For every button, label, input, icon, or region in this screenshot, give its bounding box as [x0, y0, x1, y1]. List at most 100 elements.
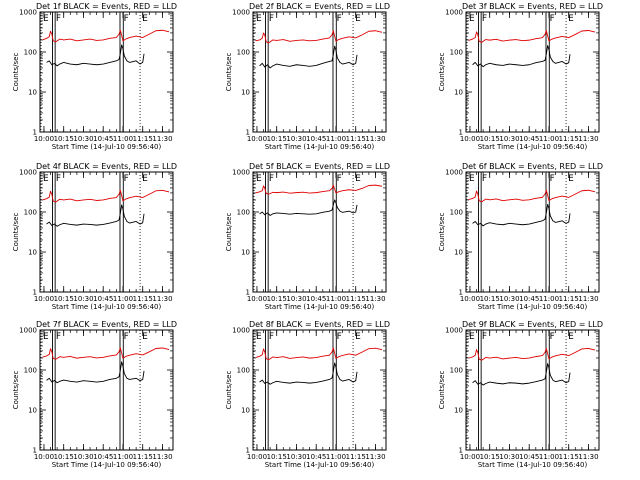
x-tick-label: 11:15: [133, 295, 153, 303]
interval-marker-box: [119, 11, 124, 133]
interval-marker-label: E: [256, 332, 262, 342]
interval-marker-label: F: [482, 332, 487, 342]
x-tick-label: 10:00: [247, 453, 267, 461]
events-series-line: [472, 203, 571, 227]
x-tick-label: 11:15: [133, 135, 153, 143]
y-axis-label: Counts/sec: [438, 53, 446, 92]
panel-det-8: Det 8f BLACK = Events, RED = LLD 1 10 100 10…: [225, 320, 390, 469]
interval-marker-box: [478, 329, 482, 451]
x-tick-label: 10:15: [480, 135, 500, 143]
interval-marker-label: F: [337, 14, 342, 24]
interval-marker-box: [332, 329, 337, 451]
x-tick-label: 10:45: [519, 135, 539, 143]
panel-det-6: Det 6f BLACK = Events, RED = LLD 1 10 100 10…: [438, 162, 603, 311]
interval-marker-label: E: [355, 174, 361, 184]
x-tick-label: 10:30: [499, 295, 519, 303]
interval-marker-box: [478, 171, 482, 293]
x-tick-label: 11:15: [559, 295, 579, 303]
x-tick-label: 11:00: [539, 295, 559, 303]
interval-marker-label: F: [124, 332, 129, 342]
y-axis-label: Counts/sec: [225, 53, 233, 92]
panel-title: Det 6f BLACK = Events, RED = LLD: [462, 162, 603, 171]
panel-det-2: Det 2f BLACK = Events, RED = LLD 1 10 100 10…: [225, 2, 390, 151]
panel-title: Det 1f BLACK = Events, RED = LLD: [36, 2, 177, 11]
y-tick-label: 1: [459, 129, 463, 137]
interval-marker-label: E: [256, 14, 262, 24]
x-tick-label: 11:15: [559, 135, 579, 143]
interval-marker-label: E: [256, 174, 262, 184]
y-axis-label: Counts/sec: [438, 213, 446, 252]
events-series-line: [259, 199, 358, 216]
interval-marker-box: [52, 11, 56, 133]
y-tick-label: 1: [459, 447, 463, 455]
interval-marker-box: [265, 171, 269, 293]
x-tick-label: 10:45: [93, 135, 113, 143]
y-axis-label: Counts/sec: [438, 371, 446, 410]
x-tick-label: 10:15: [54, 135, 74, 143]
y-tick-label: 10: [28, 89, 37, 97]
events-series-line: [472, 45, 571, 68]
interval-marker-label: E: [43, 14, 49, 24]
y-axis-label: Counts/sec: [12, 371, 20, 410]
y-tick-label: 10: [241, 249, 250, 257]
plot-frame: [465, 329, 600, 451]
x-tick-label: 11:30: [152, 135, 172, 143]
y-tick-label: 100: [450, 367, 463, 375]
x-axis-label: Start Time (14-Jul-10 09:56:40): [478, 461, 588, 469]
y-tick-label: 1000: [232, 9, 250, 17]
panel-det-5: Det 5f BLACK = Events, RED = LLD 1 10 100 10…: [225, 162, 390, 311]
x-tick-label: 11:15: [346, 295, 366, 303]
y-tick-label: 100: [24, 367, 37, 375]
x-tick-label: 10:45: [306, 295, 326, 303]
interval-marker-label: E: [469, 174, 475, 184]
interval-marker-box: [478, 11, 482, 133]
events-series-line: [259, 45, 358, 69]
x-tick-label: 11:00: [326, 135, 346, 143]
interval-marker-box: [332, 171, 337, 293]
interval-marker-label: F: [124, 174, 129, 184]
plot-frame: [252, 171, 387, 293]
interval-marker-box: [52, 329, 56, 451]
x-axis-label: Start Time (14-Jul-10 09:56:40): [52, 303, 162, 311]
interval-marker-label: E: [469, 332, 475, 342]
plot-frame: [465, 171, 600, 293]
interval-marker-box: [265, 329, 269, 451]
x-axis-label: Start Time (14-Jul-10 09:56:40): [265, 143, 375, 151]
x-axis-label: Start Time (14-Jul-10 09:56:40): [478, 143, 588, 151]
interval-marker-label: F: [337, 332, 342, 342]
y-axis-label: Counts/sec: [12, 213, 20, 252]
x-tick-label: 10:15: [54, 295, 74, 303]
interval-marker-box: [332, 11, 337, 133]
plot-frame: [252, 11, 387, 133]
x-tick-label: 11:30: [365, 135, 385, 143]
events-series-line: [472, 363, 571, 386]
interval-marker-label: F: [56, 174, 61, 184]
x-tick-label: 11:30: [152, 295, 172, 303]
x-tick-label: 10:45: [306, 453, 326, 461]
x-tick-label: 11:15: [133, 453, 153, 461]
y-tick-label: 1000: [445, 169, 463, 177]
lld-series-line: [255, 347, 383, 361]
x-tick-label: 11:30: [578, 295, 598, 303]
x-tick-label: 10:00: [34, 295, 54, 303]
x-tick-label: 10:30: [73, 295, 93, 303]
interval-marker-label: F: [269, 14, 274, 24]
panel-title: Det 5f BLACK = Events, RED = LLD: [249, 162, 390, 171]
x-axis-label: Start Time (14-Jul-10 09:56:40): [52, 143, 162, 151]
x-tick-label: 10:45: [519, 453, 539, 461]
y-tick-label: 1: [33, 447, 37, 455]
x-axis-label: Start Time (14-Jul-10 09:56:40): [478, 303, 588, 311]
y-axis-label: Counts/sec: [12, 53, 20, 92]
panel-title: Det 7f BLACK = Events, RED = LLD: [36, 320, 177, 329]
interval-marker-label: E: [568, 332, 574, 342]
plot-frame: [39, 11, 174, 133]
x-tick-label: 10:45: [519, 295, 539, 303]
panel-det-1: Det 1f BLACK = Events, RED = LLD 1 10 100 10…: [12, 2, 177, 151]
y-axis-label: Counts/sec: [225, 371, 233, 410]
plot-frame: [465, 11, 600, 133]
interval-marker-label: F: [124, 14, 129, 24]
panel-det-4: Det 4f BLACK = Events, RED = LLD 1 10 100 10…: [12, 162, 177, 311]
interval-marker-box: [545, 11, 550, 133]
x-tick-label: 11:15: [346, 453, 366, 461]
